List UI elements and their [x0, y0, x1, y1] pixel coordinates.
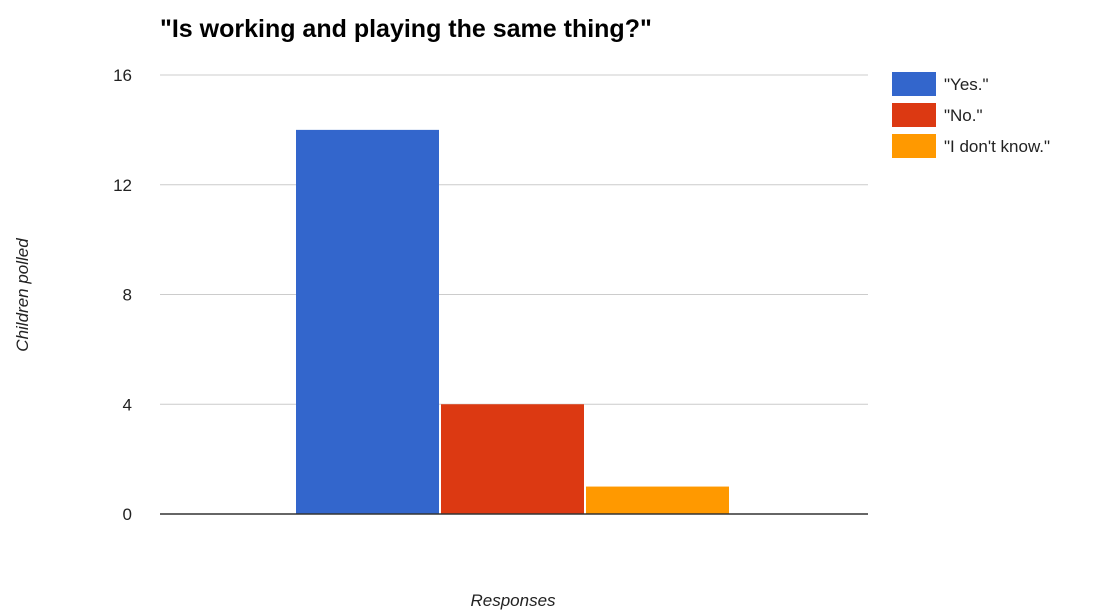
y-tick-label: 4: [123, 395, 132, 414]
y-axis-label: Children polled: [13, 238, 32, 352]
legend: "Yes." "No." "I don't know.": [892, 72, 1050, 158]
bar-series-3: [586, 486, 729, 514]
y-tick-label: 12: [113, 176, 132, 195]
legend-swatch: [892, 72, 936, 96]
legend-label: "No.": [944, 106, 983, 125]
bar-series-2: [441, 404, 584, 514]
y-tick-label: 8: [123, 286, 132, 305]
bars: [296, 129, 729, 514]
y-axis-ticks: 0 4 8 12 16: [113, 66, 132, 524]
gridlines: [160, 74, 868, 405]
chart-title: "Is working and playing the same thing?": [160, 15, 652, 43]
legend-label: "Yes.": [944, 75, 989, 94]
legend-swatch: [892, 134, 936, 158]
legend-label: "I don't know.": [944, 137, 1050, 156]
y-tick-label: 16: [113, 66, 132, 85]
y-tick-label: 0: [123, 505, 132, 524]
legend-swatch: [892, 103, 936, 127]
x-axis-label: Responses: [470, 591, 556, 610]
bar-series-1: [296, 129, 439, 514]
